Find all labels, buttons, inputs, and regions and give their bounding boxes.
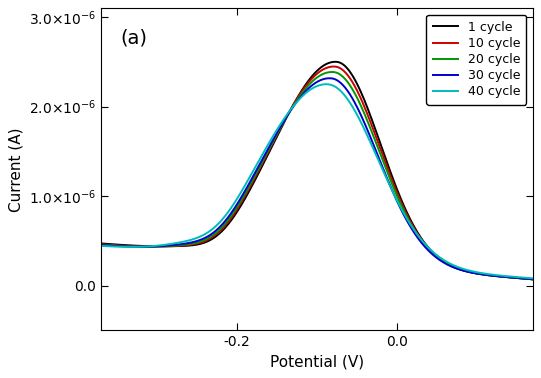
30 cycle — [373, 150, 380, 155]
20 cycle — [373, 142, 380, 146]
Line: 20 cycle: 20 cycle — [101, 72, 533, 279]
20 cycle — [530, 277, 536, 282]
30 cycle — [97, 243, 104, 247]
Line: 40 cycle: 40 cycle — [101, 84, 533, 278]
10 cycle — [97, 242, 104, 246]
1 cycle — [124, 243, 130, 248]
30 cycle — [349, 96, 355, 100]
1 cycle — [349, 73, 355, 77]
10 cycle — [349, 79, 355, 84]
30 cycle — [360, 119, 367, 123]
40 cycle — [530, 276, 536, 280]
X-axis label: Potential (V): Potential (V) — [270, 355, 364, 370]
40 cycle — [470, 269, 477, 274]
40 cycle — [373, 154, 380, 158]
40 cycle — [97, 243, 104, 248]
40 cycle — [349, 104, 355, 108]
Text: (a): (a) — [121, 28, 148, 47]
1 cycle — [373, 130, 380, 135]
1 cycle — [97, 241, 104, 246]
20 cycle — [426, 247, 432, 252]
20 cycle — [97, 242, 104, 247]
30 cycle — [124, 244, 130, 249]
20 cycle — [329, 70, 335, 74]
Y-axis label: Current (A): Current (A) — [8, 127, 23, 212]
Line: 1 cycle: 1 cycle — [101, 62, 533, 279]
1 cycle — [426, 246, 432, 251]
1 cycle — [332, 59, 339, 64]
Legend: 1 cycle, 10 cycle, 20 cycle, 30 cycle, 40 cycle: 1 cycle, 10 cycle, 20 cycle, 30 cycle, 4… — [426, 15, 526, 105]
40 cycle — [124, 245, 130, 249]
10 cycle — [360, 102, 367, 107]
Line: 30 cycle: 30 cycle — [101, 78, 533, 279]
30 cycle — [470, 271, 477, 275]
10 cycle — [373, 136, 380, 141]
30 cycle — [326, 76, 333, 81]
30 cycle — [530, 277, 536, 282]
40 cycle — [323, 82, 329, 87]
20 cycle — [360, 109, 367, 114]
1 cycle — [530, 277, 536, 282]
20 cycle — [124, 244, 130, 249]
30 cycle — [426, 249, 432, 253]
1 cycle — [360, 96, 367, 100]
40 cycle — [360, 125, 367, 130]
10 cycle — [530, 277, 536, 282]
10 cycle — [426, 247, 432, 251]
20 cycle — [470, 271, 477, 275]
10 cycle — [470, 271, 477, 275]
1 cycle — [470, 270, 477, 275]
10 cycle — [124, 244, 130, 248]
40 cycle — [426, 246, 432, 250]
Line: 10 cycle: 10 cycle — [101, 67, 533, 279]
10 cycle — [331, 64, 337, 69]
20 cycle — [349, 87, 355, 91]
